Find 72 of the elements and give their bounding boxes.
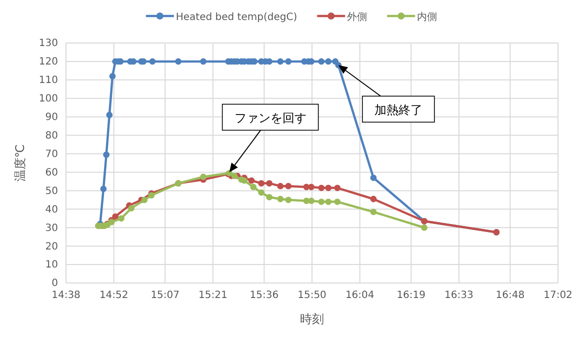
point [334,184,341,192]
point [258,180,264,186]
point [421,224,428,231]
x-tick-label: 15:36 [250,290,279,302]
x-tick-label: 16:19 [396,290,426,302]
point [318,198,325,205]
point [241,177,248,184]
y-tick-label: 10 [45,260,58,271]
point [175,58,182,65]
x-tick-label: 15:50 [298,290,326,302]
y-tick-label: 110 [38,75,58,86]
legend-label: 外側 [347,12,368,23]
x-tick-label: 16:48 [496,290,525,302]
y-tick-label: 30 [45,222,58,234]
point [266,194,272,200]
point [318,184,325,192]
point [106,112,113,118]
x-tick-label: 15:07 [150,290,180,302]
x-tick-label: 16:33 [444,290,474,302]
point [334,198,341,205]
point [308,184,315,190]
y-tick-label: 20 [45,241,58,252]
y-tick-label: 50 [45,186,58,197]
x-tick-label: 14:52 [99,290,128,302]
point [231,172,238,180]
point [285,182,292,190]
point [200,58,206,65]
y-tick-label: 60 [45,167,58,178]
y-tick-label: 40 [45,204,58,216]
annotation: 加熱終了 [374,103,422,118]
point [248,177,255,184]
point [370,196,377,202]
x-tick-label: 16:04 [345,290,374,302]
x-tick-label: 17:02 [544,290,572,302]
y-tick-label: 80 [45,130,58,142]
point [325,198,332,205]
point [277,196,284,202]
point [258,189,264,196]
point [277,58,284,65]
x-tick-label: 14:38 [52,290,80,302]
point [285,58,292,65]
point [103,152,110,158]
point [318,58,325,65]
point [128,205,135,212]
point [370,208,377,216]
point [250,184,256,190]
point [112,213,119,220]
point [285,196,292,204]
legend-label: Heated bed temp(degC) [176,12,298,23]
point [325,58,332,65]
point [100,186,107,192]
point [141,196,148,204]
point [109,73,116,80]
point [266,180,272,186]
y-tick-label: 90 [45,112,58,124]
y-tick-label: 120 [38,56,58,68]
point [200,174,206,180]
y-tick-label: 100 [38,94,58,105]
point [325,184,332,192]
y-tick-label: 70 [45,148,58,160]
point [370,174,377,181]
point [149,58,156,65]
point [277,182,284,190]
point [308,198,315,204]
annotation: ファンを回す [234,111,306,126]
y-tick-label: 0 [52,278,58,290]
y-axis-title: 温度℃ [13,144,27,182]
point [118,215,124,222]
y-tick-label: 130 [38,38,58,50]
legend-label: 内側 [417,11,438,23]
x-axis-title: 時刻 [300,312,324,326]
x-tick-label: 15:21 [198,290,228,302]
